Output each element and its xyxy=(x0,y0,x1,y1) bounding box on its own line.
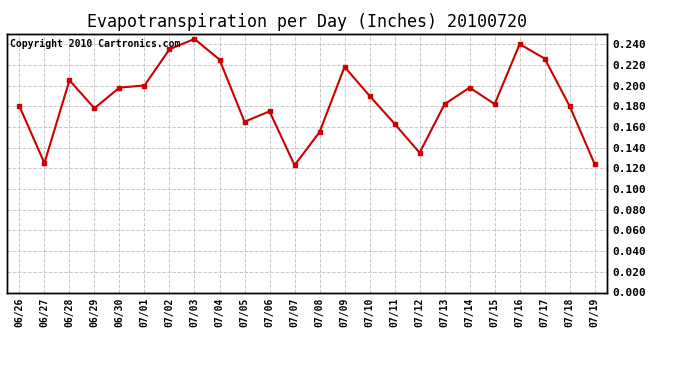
Title: Evapotranspiration per Day (Inches) 20100720: Evapotranspiration per Day (Inches) 2010… xyxy=(87,13,527,31)
Text: Copyright 2010 Cartronics.com: Copyright 2010 Cartronics.com xyxy=(10,39,180,49)
